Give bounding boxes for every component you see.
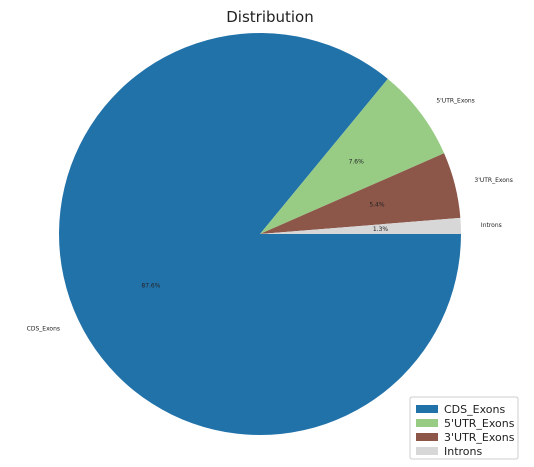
legend-swatch bbox=[416, 419, 438, 427]
legend-label: 5'UTR_Exons bbox=[444, 417, 515, 430]
percent-label: 87.6% bbox=[141, 282, 160, 289]
pie-slices bbox=[58, 32, 461, 436]
legend-label: Introns bbox=[444, 445, 483, 458]
chart-title: Distribution bbox=[226, 8, 314, 26]
category-label: CDS_Exons bbox=[27, 325, 60, 332]
pie-slice-cds-exons bbox=[58, 32, 461, 436]
pie-slice-5-utr-exons bbox=[260, 78, 445, 234]
percent-labels: 87.6% 7.6% 5.4% 1.3% bbox=[141, 158, 388, 289]
legend-label: CDS_Exons bbox=[444, 403, 505, 416]
legend-swatch bbox=[416, 405, 438, 413]
category-label: 3'UTR_Exons bbox=[474, 177, 512, 184]
legend-swatch bbox=[416, 447, 438, 455]
category-label: Introns bbox=[481, 222, 502, 229]
legend-swatch bbox=[416, 433, 438, 441]
pie-slice-3-utr-exons bbox=[260, 153, 461, 234]
category-label: 5'UTR_Exons bbox=[436, 98, 474, 105]
pie-slice-introns bbox=[260, 217, 461, 234]
legend-label: 3'UTR_Exons bbox=[444, 431, 515, 444]
category-labels: CDS_Exons 5'UTR_Exons 3'UTR_Exons Introns bbox=[27, 98, 513, 333]
percent-label: 5.4% bbox=[369, 202, 385, 209]
percent-label: 1.3% bbox=[373, 226, 389, 233]
percent-label: 7.6% bbox=[349, 158, 365, 165]
